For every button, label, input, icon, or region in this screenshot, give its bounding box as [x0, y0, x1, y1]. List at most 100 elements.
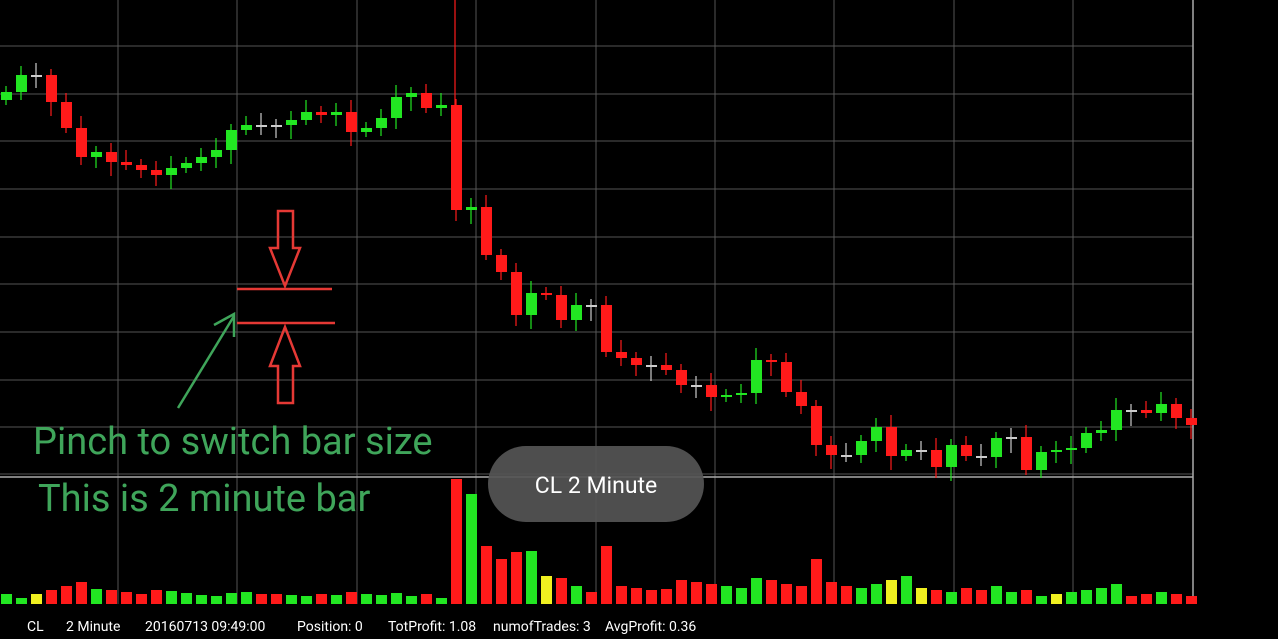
candle-body [46, 75, 57, 102]
volume-bar [376, 595, 387, 604]
candle-body [241, 125, 252, 130]
candle-body [1171, 404, 1182, 418]
volume-bar [886, 580, 897, 604]
candle-body [616, 352, 627, 358]
volume-bar [16, 598, 27, 604]
candle-body [1141, 410, 1152, 413]
pointer-arrow [176, 311, 236, 409]
candle-body [541, 293, 552, 295]
candle-body [76, 128, 87, 157]
volume-bar [856, 588, 867, 604]
candle-body [601, 305, 612, 352]
candle-body [781, 362, 792, 392]
volume-bar [811, 559, 822, 604]
candle-body [211, 150, 222, 157]
status-position: Position: 0 [297, 619, 363, 635]
volume-bar [1186, 596, 1197, 604]
candle-body [976, 456, 987, 458]
candle-body [571, 305, 582, 320]
candle-body [196, 157, 207, 163]
volume-bar [976, 590, 987, 604]
candle-body [841, 455, 852, 457]
volume-bars [1, 479, 1197, 604]
candle-body [121, 162, 132, 165]
candle-body [136, 165, 147, 170]
candle-body [406, 93, 417, 97]
volume-bar [151, 590, 162, 604]
status-bar [0, 604, 1278, 639]
volume-bar [661, 589, 672, 604]
volume-bar [1171, 594, 1182, 604]
volume-bar [76, 582, 87, 604]
volume-bar [196, 595, 207, 604]
volume-bar [991, 586, 1002, 604]
candle-body [751, 360, 762, 393]
candle-body [1096, 430, 1107, 433]
candle-body [556, 295, 567, 320]
candle-body [316, 112, 327, 115]
volume-bar [1036, 596, 1047, 604]
volume-bar [931, 590, 942, 604]
volume-bar [646, 590, 657, 604]
volume-bar [181, 593, 192, 604]
volume-bar [691, 582, 702, 604]
volume-bar [346, 592, 357, 604]
volume-bar [631, 588, 642, 604]
status-profit: TotProfit: 1.08 [388, 619, 476, 635]
candle-body [661, 365, 672, 370]
candle-body [901, 450, 912, 456]
volume-bar [241, 592, 252, 604]
candle-body [331, 112, 342, 115]
volume-bar [916, 588, 927, 604]
volume-bar [1081, 590, 1092, 604]
candle-body [511, 272, 522, 315]
volume-bar [1021, 590, 1032, 604]
candle-body [586, 305, 597, 307]
volume-bar [46, 590, 57, 604]
candle-body [1, 92, 12, 100]
volume-bar [31, 594, 42, 604]
candle-body [736, 393, 747, 395]
volume-bar [331, 595, 342, 604]
volume-bar [1006, 592, 1017, 604]
volume-bar [136, 594, 147, 604]
volume-bar [541, 576, 552, 604]
status-interval: 2 Minute [66, 619, 120, 635]
volume-bar [946, 592, 957, 604]
grid [0, 0, 1193, 604]
candle-body [991, 438, 1002, 457]
candle-body [1051, 450, 1062, 452]
volume-bar [301, 596, 312, 604]
volume-bar [841, 586, 852, 604]
candle-body [271, 125, 282, 127]
volume-bar [481, 546, 492, 604]
candle-body [286, 120, 297, 125]
candle-body [931, 450, 942, 467]
volume-bar [286, 595, 297, 604]
candle-body [796, 392, 807, 406]
candle-body [481, 207, 492, 255]
candle-body [256, 125, 267, 127]
volume-bar [526, 551, 537, 604]
volume-bar [796, 586, 807, 604]
volume-bar [1111, 584, 1122, 604]
candle-body [1081, 433, 1092, 448]
candle-body [1021, 437, 1032, 470]
candle-body [826, 445, 837, 455]
volume-bar [1051, 594, 1062, 604]
volume-bar [766, 580, 777, 604]
candle-body [691, 385, 702, 387]
candle-body [811, 406, 822, 445]
volume-bar [721, 586, 732, 604]
volume-bar [586, 592, 597, 604]
candle-body [166, 168, 177, 175]
volume-bar [211, 596, 222, 604]
volume-bar [421, 594, 432, 604]
volume-bar [226, 593, 237, 604]
candle-body [856, 441, 867, 455]
volume-bar [406, 596, 417, 604]
candle-body [421, 93, 432, 108]
volume-bar [106, 590, 117, 604]
status-symbol: CL [27, 619, 44, 635]
